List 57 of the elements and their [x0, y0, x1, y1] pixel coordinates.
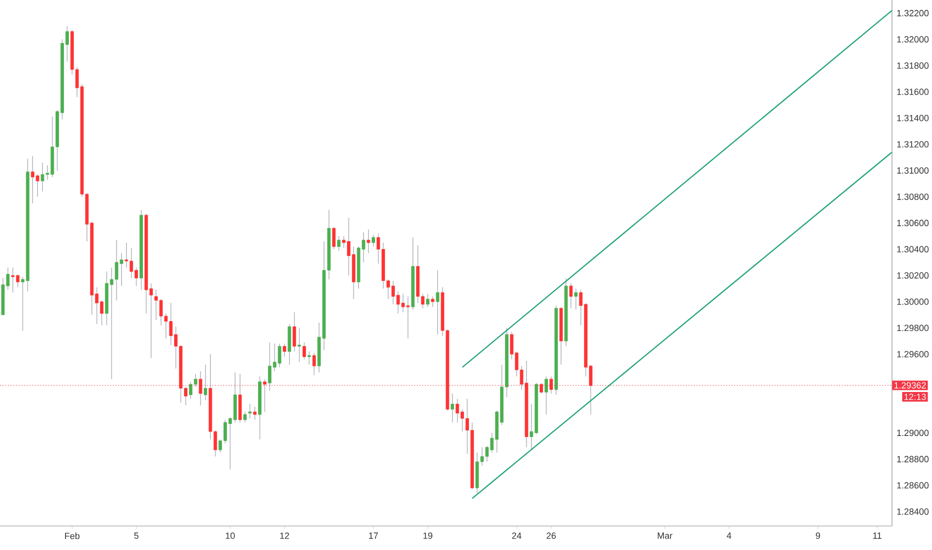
text: 12:13: [904, 394, 926, 400]
x-tick-label: Mar: [658, 532, 672, 539]
candlestick: [372, 234, 376, 247]
y-tick-label: 1.29600: [897, 350, 929, 358]
y-tick-label: 1.28600: [897, 482, 929, 489]
candlestick: [569, 282, 573, 309]
y-tick-label: 1.29800: [897, 324, 929, 332]
candlestick: [550, 376, 553, 394]
ref-line-label: 1.29362: [894, 382, 926, 389]
x-tick-label: 12: [280, 532, 290, 539]
candlestick: [332, 226, 336, 250]
candlestick: [204, 364, 208, 400]
candlestick: [243, 411, 247, 423]
candlestick: [544, 376, 548, 415]
x-tick-label: 9: [816, 532, 820, 539]
y-tick-label: 1.29000: [897, 430, 929, 436]
candlestick: [282, 343, 286, 358]
candlestick: [312, 352, 316, 376]
x-tick-label: 10: [226, 532, 235, 539]
candlestick: [302, 342, 306, 360]
candlestick: [198, 370, 202, 406]
y-tick-label: 1.32000: [897, 36, 929, 43]
y-tick-label: 1.32200: [897, 10, 929, 16]
candlestick: [308, 351, 311, 366]
candlestick: [248, 404, 252, 419]
candlestick: [540, 382, 544, 394]
y-tick-label: 1.31800: [897, 62, 929, 69]
candlestick: [337, 236, 341, 251]
candlestick: [430, 296, 434, 308]
y-tick-label: 1.31600: [897, 88, 929, 95]
candlestick: [436, 270, 440, 335]
candlestick: [426, 293, 430, 308]
x-tick-label: 17: [369, 532, 378, 539]
candlestick: [450, 393, 454, 423]
x-tick-label: 4: [726, 532, 732, 539]
candlestick: [263, 378, 266, 412]
y-tick-label: 1.30400: [897, 246, 929, 252]
candlestick: [574, 288, 578, 310]
x-tick-label: 5: [134, 532, 138, 539]
candlestick: [298, 328, 301, 362]
y-tick-label: 1.30000: [897, 298, 929, 305]
candlestick: [292, 312, 296, 352]
y-tick-label: 1.31400: [897, 114, 929, 122]
candlestick: [253, 406, 257, 420]
x-tick-label: 24: [512, 532, 522, 539]
x-tick-label: Feb: [65, 532, 80, 540]
x-tick-label: 26: [546, 532, 556, 539]
y-tick-label: 1.28400: [897, 508, 929, 515]
y-tick-label: 1.30800: [897, 194, 929, 200]
y-tick-label: 1.30600: [897, 220, 929, 226]
y-tick-label: 1.31000: [897, 167, 929, 174]
y-tick-label: 1.31200: [897, 141, 929, 148]
x-tick-label: 11: [873, 532, 882, 539]
candlestick: [366, 229, 370, 254]
x-tick-label: 19: [423, 532, 432, 539]
y-tick-label: 1.28800: [897, 456, 929, 462]
y-tick-label: 1.30200: [897, 272, 929, 279]
